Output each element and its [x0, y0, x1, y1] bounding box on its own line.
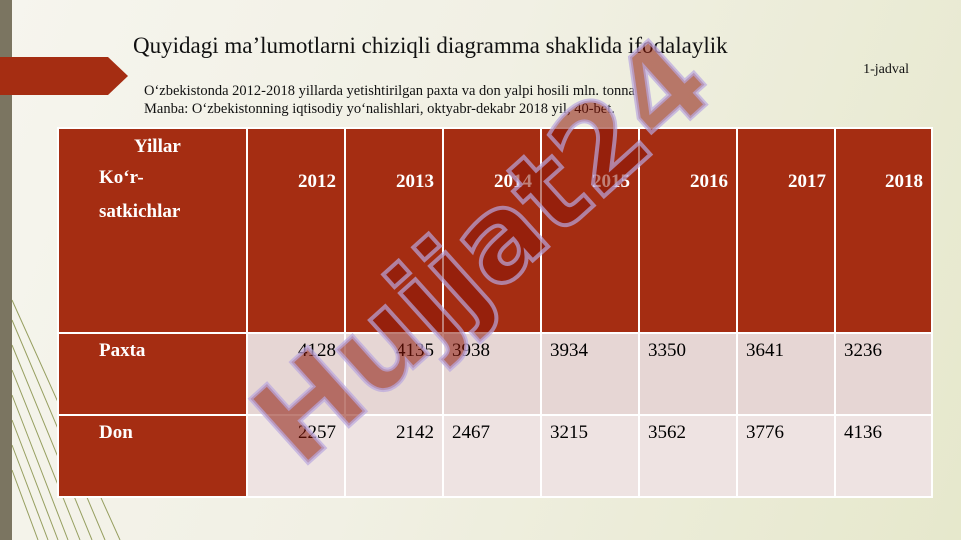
title-ribbon: [0, 57, 128, 95]
left-decor-strip: [0, 0, 12, 540]
caption-line-2: Manba: O‘zbekistonning iqtisodiy yo‘nali…: [144, 101, 615, 117]
year-header-2015: 2015: [540, 127, 640, 334]
year-header-2012: 2012: [246, 127, 346, 334]
table-cell: 3215: [540, 414, 640, 498]
table-caption: O‘zbekistonda 2012-2018 yillarda yetisht…: [144, 82, 635, 118]
table-cell: 3562: [638, 414, 738, 498]
table-row-don: Don 2257 2142 2467 3215 3562 3776 4136: [57, 414, 933, 498]
year-header-2013: 2013: [344, 127, 444, 334]
table-header-row: Yillar Ko‘r- satkichlar 2012 2013 2014 2…: [57, 127, 933, 334]
table-cell: 3776: [736, 414, 836, 498]
table-cell: 2257: [246, 414, 346, 498]
table-cell: 3350: [638, 332, 738, 416]
table-cell: 3938: [442, 332, 542, 416]
harvest-table: Yillar Ko‘r- satkichlar 2012 2013 2014 2…: [57, 127, 933, 498]
row-label-don: Don: [57, 414, 248, 498]
table-cell: 2142: [344, 414, 444, 498]
caption-line-1: O‘zbekistonda 2012-2018 yillarda yetisht…: [144, 83, 635, 99]
table-cell: 3236: [834, 332, 933, 416]
year-header-2017: 2017: [736, 127, 836, 334]
year-header-2016: 2016: [638, 127, 738, 334]
corner-years-label: Yillar: [134, 136, 181, 157]
row-label-paxta: Paxta: [57, 332, 248, 416]
corner-header-cell: Yillar Ko‘r- satkichlar: [57, 127, 248, 334]
table-cell: 3934: [540, 332, 640, 416]
table-cell: 3641: [736, 332, 836, 416]
table-cell: 4128: [246, 332, 346, 416]
corner-indicators-label-2: satkichlar: [99, 201, 181, 222]
table-cell: 4136: [834, 414, 933, 498]
table-cell: 2467: [442, 414, 542, 498]
slide-title: Quyidagi ma’lumotlarni chiziqli diagramm…: [133, 33, 728, 58]
year-header-2018: 2018: [834, 127, 933, 334]
corner-indicators-label-1: Ko‘r-: [99, 167, 144, 188]
table-number-label: 1-jadval: [863, 62, 909, 77]
year-header-2014: 2014: [442, 127, 542, 334]
table-cell: 4135: [344, 332, 444, 416]
table-row-paxta: Paxta 4128 4135 3938 3934 3350 3641 3236: [57, 332, 933, 416]
